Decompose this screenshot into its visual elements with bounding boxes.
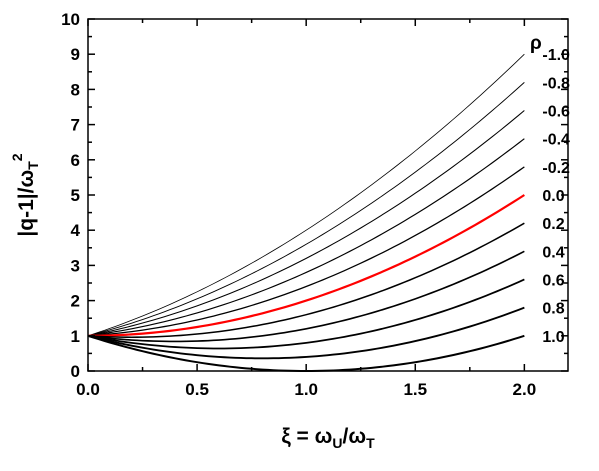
series-line-0.4 <box>87 250 525 343</box>
y-tick-label: 3 <box>71 256 80 275</box>
series-label: 0.0 <box>542 188 564 205</box>
y-axis-title: |q-1|/ωT2 <box>9 153 41 236</box>
series-label: 0.6 <box>542 272 564 289</box>
x-tick-label: 0.0 <box>76 380 100 399</box>
series-line-0.8 <box>87 306 525 360</box>
y-tick-label: 4 <box>71 221 81 240</box>
y-axis-sub-t: T <box>25 161 41 170</box>
x-tick-label: 1.5 <box>403 380 427 399</box>
series-line-0.0 <box>87 194 525 337</box>
x-axis-title: ξ = ωU/ωT <box>281 425 375 451</box>
x-tick-label: 0.5 <box>185 380 209 399</box>
series-layer <box>87 53 525 373</box>
series-label: 0.4 <box>542 244 564 261</box>
series-label: -1.0 <box>542 47 570 64</box>
series-line--0.4 <box>87 138 525 337</box>
series-label: 0.8 <box>542 301 564 318</box>
series-label: -0.4 <box>542 132 570 149</box>
x-tick-label: 2.0 <box>513 380 537 399</box>
x-axis-slash: /ω <box>343 425 367 448</box>
y-tick-label: 0 <box>71 362 80 381</box>
x-axis-sub-u: U <box>332 435 342 451</box>
y-tick-label: 5 <box>71 186 80 205</box>
ticks-layer: 0.0 0.5 1.0 1.5 2.0 0 1 2 3 4 5 6 7 8 9 10 <box>61 10 568 399</box>
series-line-0.6 <box>87 278 525 350</box>
series-line--0.6 <box>87 110 525 337</box>
series-label: -0.2 <box>542 160 570 177</box>
y-tick-label: 9 <box>71 45 80 64</box>
series-line-0.2 <box>87 222 525 338</box>
legend-title: ρ <box>530 33 542 54</box>
series-label: 0.2 <box>542 216 564 233</box>
series-labels: -1.0 -0.8 -0.6 -0.4 -0.2 0.0 0.2 0.4 0.6 0.8 1.0 <box>542 47 570 346</box>
series-label: -0.8 <box>542 75 570 92</box>
series-line--0.8 <box>87 82 525 337</box>
series-line--0.2 <box>87 166 525 337</box>
y-tick-label: 8 <box>71 80 80 99</box>
x-tick-label: 1.0 <box>294 380 318 399</box>
series-label: -0.6 <box>542 104 570 121</box>
y-axis-sup-2: 2 <box>9 153 25 161</box>
series-label: 1.0 <box>542 329 564 346</box>
y-tick-label: 2 <box>71 292 80 311</box>
series-line--1.0 <box>87 53 525 337</box>
y-tick-label: 7 <box>71 116 80 135</box>
y-tick-label: 6 <box>71 151 80 170</box>
y-tick-label: 1 <box>71 327 80 346</box>
x-axis-sub-t: T <box>366 435 375 451</box>
y-tick-label: 10 <box>61 10 80 29</box>
